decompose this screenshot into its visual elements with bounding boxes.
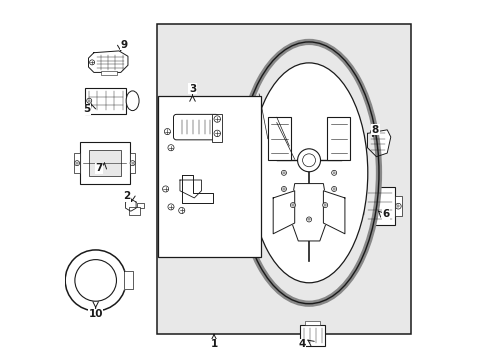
Bar — [394, 196, 401, 216]
Bar — [267, 117, 290, 160]
Polygon shape — [182, 175, 213, 203]
Bar — [212, 114, 222, 141]
Circle shape — [162, 186, 168, 192]
FancyBboxPatch shape — [173, 114, 218, 140]
Polygon shape — [289, 184, 328, 241]
Text: 7: 7 — [95, 163, 103, 173]
Text: 8: 8 — [371, 125, 378, 135]
Polygon shape — [123, 271, 133, 289]
Bar — [158, 96, 260, 257]
Text: 10: 10 — [88, 310, 102, 319]
Bar — [326, 117, 349, 160]
Polygon shape — [323, 191, 344, 234]
Text: 4: 4 — [298, 339, 305, 349]
Circle shape — [178, 207, 184, 213]
Circle shape — [164, 129, 170, 135]
Bar — [300, 325, 325, 346]
Bar — [74, 153, 80, 173]
Text: 1: 1 — [210, 339, 217, 349]
Bar — [129, 153, 135, 173]
Bar — [101, 71, 117, 75]
Bar — [305, 320, 319, 325]
Bar — [85, 88, 126, 114]
Polygon shape — [88, 51, 128, 72]
Text: 3: 3 — [188, 84, 196, 94]
Circle shape — [290, 203, 295, 208]
Bar — [129, 207, 140, 215]
Text: 2: 2 — [123, 191, 130, 201]
Circle shape — [331, 186, 336, 192]
Circle shape — [167, 145, 174, 151]
Circle shape — [86, 98, 92, 103]
Circle shape — [75, 260, 116, 301]
Ellipse shape — [126, 91, 139, 111]
Bar — [137, 203, 144, 208]
Ellipse shape — [239, 42, 378, 304]
Bar — [156, 24, 410, 334]
Circle shape — [322, 203, 327, 208]
Circle shape — [297, 149, 320, 172]
Polygon shape — [367, 130, 390, 157]
Circle shape — [395, 203, 400, 209]
Circle shape — [74, 161, 80, 166]
Circle shape — [214, 130, 220, 136]
Bar — [88, 149, 121, 176]
Circle shape — [89, 60, 94, 65]
Polygon shape — [273, 191, 294, 234]
Polygon shape — [125, 199, 136, 211]
Circle shape — [167, 204, 174, 210]
Text: 6: 6 — [382, 209, 389, 219]
Circle shape — [65, 250, 126, 311]
Bar — [357, 195, 365, 217]
Polygon shape — [180, 180, 201, 198]
Circle shape — [214, 116, 220, 122]
Circle shape — [331, 170, 336, 175]
Text: 9: 9 — [121, 40, 128, 50]
Bar — [80, 142, 129, 184]
Circle shape — [281, 186, 286, 192]
Text: 5: 5 — [83, 104, 90, 114]
Circle shape — [306, 217, 311, 222]
Circle shape — [130, 161, 135, 166]
Circle shape — [281, 170, 286, 175]
Bar — [364, 187, 394, 225]
Circle shape — [302, 154, 315, 167]
Ellipse shape — [250, 63, 367, 283]
